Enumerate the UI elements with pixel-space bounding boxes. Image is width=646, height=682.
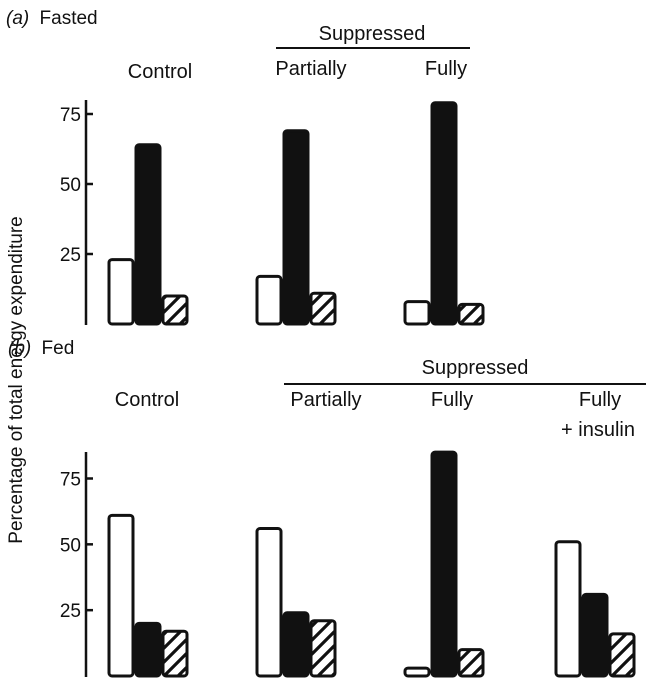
panel-a-group-label: Partially [275,58,346,80]
bar-open [554,540,582,678]
panel-b-group-label: Fully [431,389,473,411]
bar-hatched [608,632,636,678]
bar-open [107,513,135,678]
panel-a-group-label: Control [128,61,192,83]
bar-solid [134,621,162,678]
panel-a-label: Fasted [40,8,98,29]
bar-hatched [161,629,189,678]
panel-a-ticks: 25 50 75 [60,105,93,266]
bar-solid [134,143,162,326]
panel-b-suppressed-header: Suppressed [422,357,529,379]
panel-a-title: (a) Fasted [6,8,98,29]
y-tick-label: 75 [60,470,81,491]
y-tick-label: 25 [60,601,81,622]
bar-open [255,274,283,326]
y-tick-label: 50 [60,175,81,196]
bar-solid [430,101,458,326]
y-axis-title: Percentage of total energy expenditure [6,216,27,543]
panel-a-group-label: Fully [425,58,467,80]
panel-b-ticks: 25 50 75 [60,470,93,622]
panel-b-group-label-line2: + insulin [561,419,635,441]
bar-hatched [457,648,485,678]
y-tick-label: 50 [60,535,81,556]
bar-open [403,666,431,678]
bar-open [107,258,135,326]
panel-a-prefix: (a) [6,8,29,29]
bar-solid [282,611,310,678]
bar-solid [581,592,609,678]
panel-a: (a) Fasted Suppressed Control Partially … [6,8,485,326]
bar-solid [430,450,458,678]
bar-hatched [309,619,337,678]
bar-hatched [309,291,337,326]
panel-b-title: (b) Fed [8,338,74,359]
panel-b-bars [107,450,636,678]
panel-b-group-label: Control [115,389,179,411]
bar-hatched [457,302,485,326]
panel-b-group-label: Partially [290,389,361,411]
y-tick-label: 25 [60,245,81,266]
panel-b-prefix: (b) [8,338,31,359]
y-tick-label: 75 [60,105,81,126]
bar-hatched [161,294,189,326]
bar-open [403,300,431,326]
panel-a-suppressed-header: Suppressed [319,23,426,45]
panel-b-label: Fed [42,338,75,359]
bar-solid [282,129,310,326]
panel-b-group-label: Fully [579,389,621,411]
panel-a-bars [107,101,485,326]
panel-b: (b) Fed Suppressed Control Partially Ful… [8,338,646,678]
bar-open [255,527,283,678]
